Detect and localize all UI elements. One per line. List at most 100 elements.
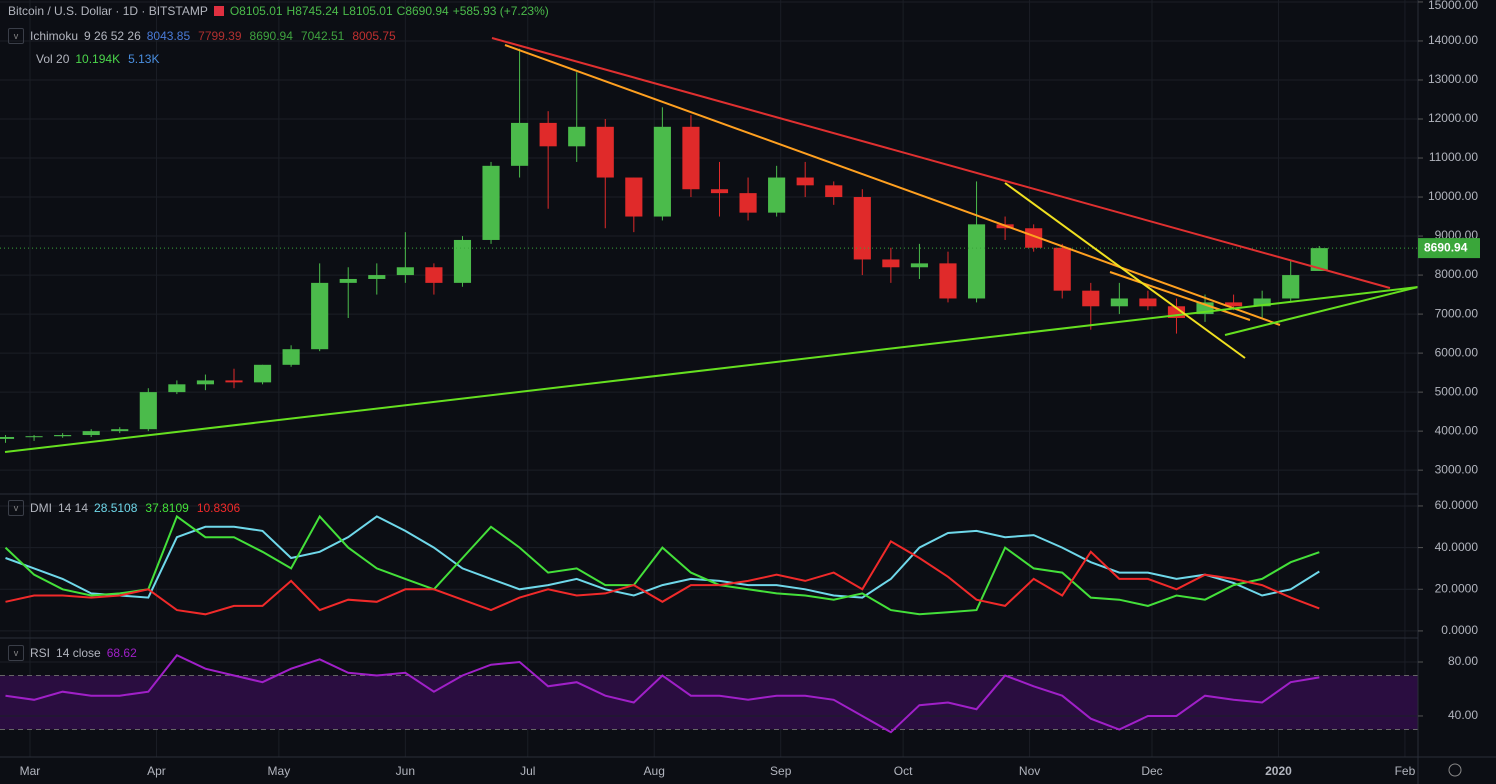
indicator-line (4, 514, 1320, 616)
candle-body (425, 267, 443, 283)
y-tick-label: 10000.00 (1428, 189, 1478, 203)
trendline (4, 286, 1419, 453)
x-tick-label: Jun (396, 764, 415, 778)
candle-body (796, 177, 814, 186)
ohlc-value: L8105.01 (342, 4, 393, 18)
candle-body (539, 122, 557, 147)
candle-body (1025, 228, 1043, 248)
indicator-values: 8043.85 7799.39 8690.94 7042.51 8005.75 (147, 29, 396, 43)
indicator-line (5, 653, 1320, 734)
y-tick-label: 20.0000 (1435, 581, 1479, 595)
y-tick-label: 14000.00 (1428, 33, 1478, 47)
indicator-values: 68.62 (107, 646, 137, 660)
candle-body (54, 435, 72, 437)
indicator-value: 5.13K (128, 52, 160, 66)
flag[interactable] (213, 6, 224, 16)
y-tick-label: 15000.00 (1428, 0, 1478, 12)
candle-body (82, 431, 100, 436)
rsi-legend: v RSI 14 close 68.62 (8, 645, 137, 661)
y-tick-label: 7000.00 (1435, 306, 1479, 320)
candle-body (882, 259, 900, 268)
x-tick-label: 2020 (1265, 764, 1292, 778)
trendlines (4, 37, 1419, 453)
candle-body (967, 224, 986, 299)
candle-body (196, 380, 214, 385)
candle-body (253, 364, 272, 383)
x-tick-label: Mar (20, 764, 41, 778)
candle-body (939, 263, 957, 299)
ohlc-value: O8105.01 (229, 4, 283, 18)
y-tick-label: 0.0000 (1441, 623, 1478, 637)
collapse-button[interactable]: v (8, 28, 24, 44)
indicator-params: 14 14 (58, 501, 89, 515)
indicator-value: 68.62 (106, 646, 137, 660)
dmi-legend: v DMI 14 14 28.5108 37.8109 10.8306 (8, 500, 240, 516)
candle-body (853, 197, 871, 260)
indicator-value: 7042.51 (300, 29, 345, 43)
candle-body (1167, 306, 1186, 318)
indicator-name[interactable]: Ichimoku (30, 29, 79, 43)
indicator-value: 37.8109 (145, 501, 189, 515)
indicator-value: 28.5108 (94, 501, 138, 515)
ichimoku-legend: v Ichimoku 9 26 52 26 8043.85 7799.39 8690… (8, 28, 396, 44)
y-tick-label: 40.00 (1448, 708, 1478, 722)
indicator-line (5, 515, 1320, 599)
collapse-button[interactable]: v (8, 500, 24, 516)
indicator-name[interactable]: RSI (30, 646, 51, 660)
candle-body (710, 189, 729, 194)
candle-body (568, 126, 586, 147)
candle-body (0, 436, 15, 439)
x-tick-label: Feb (1395, 764, 1416, 778)
candle-body (1253, 298, 1271, 307)
trendline (491, 37, 1391, 289)
y-tick-label: 11000.00 (1429, 150, 1478, 164)
y-tick-label: 12000.00 (1428, 111, 1478, 125)
candle-body (1282, 275, 1300, 299)
candle-body (396, 267, 414, 276)
candle-body (453, 239, 472, 283)
candle-body (311, 282, 329, 350)
y-tick-label: 13000.00 (1428, 72, 1478, 86)
symbol[interactable]: Bitcoin / U.S. Dollar · 1D · BITSTAMP (8, 4, 208, 18)
indicator-name[interactable]: DMI (30, 501, 52, 515)
candle-body (139, 392, 157, 430)
candle-body (339, 278, 357, 283)
x-tick-label: Sep (770, 764, 792, 778)
axes: 3000.00 4000.00 5000.00 6000.00 7000.00 8000.… (20, 0, 1480, 778)
y-tick-label: 8000.00 (1435, 267, 1479, 281)
candle-body (653, 126, 671, 217)
candle-body (1310, 248, 1328, 271)
ohlc-value: C8690.94 (396, 4, 449, 18)
y-tick-label: 80.00 (1448, 654, 1478, 668)
candle-body (910, 263, 928, 268)
plots (0, 48, 1418, 734)
ohlc-value: H8745.24 (286, 4, 339, 18)
trendline (504, 44, 1281, 326)
candle-body (1139, 298, 1157, 307)
candle-body (625, 177, 643, 217)
y-tick-label: 40.0000 (1435, 540, 1479, 554)
last-price-label: 8690.94 (1424, 240, 1468, 254)
x-tick-label: Jul (520, 764, 535, 778)
candle-body (768, 177, 786, 213)
candle-body (596, 126, 614, 178)
indicator-value: 10.8306 (196, 501, 241, 515)
symbol-header: Bitcoin / U.S. Dollar · 1D · BITSTAMP O8… (8, 4, 549, 18)
indicator-value: 7799.39 (198, 29, 242, 43)
indicator-name[interactable]: Vol 20 (36, 52, 70, 66)
x-tick-label: Aug (644, 764, 665, 778)
y-tick-label: 3000.00 (1435, 462, 1479, 476)
ohlc-value: +585.93 (+7.23%) (452, 4, 549, 18)
indicator-value: 8043.85 (146, 29, 191, 43)
y-tick-label: 60.0000 (1435, 498, 1479, 512)
candle-body (1225, 302, 1243, 307)
x-tick-label: Nov (1019, 764, 1040, 778)
settings-icon[interactable] (1448, 763, 1462, 777)
indicator-line (5, 540, 1320, 616)
collapse-button[interactable]: v (8, 645, 24, 661)
candle-body (1196, 302, 1214, 315)
volume-legend: Vol 20 10.194K 5.13K (36, 52, 159, 66)
last-price-box (1418, 238, 1480, 259)
